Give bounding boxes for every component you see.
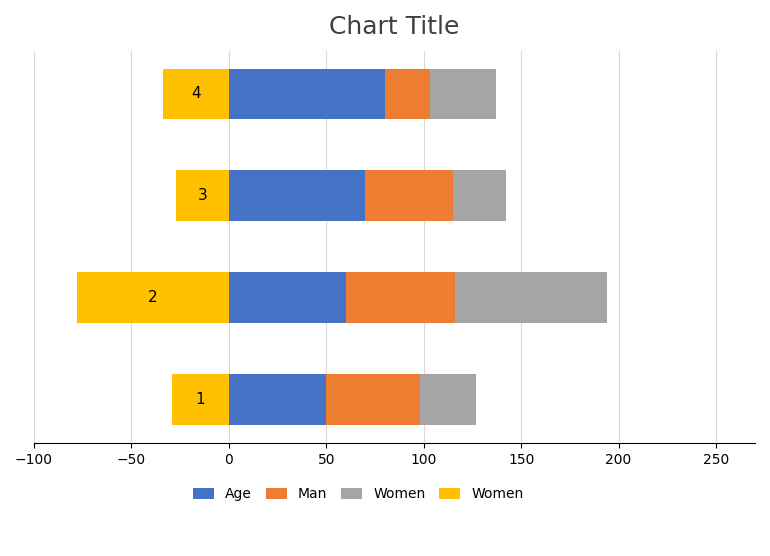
Bar (420, 374, 477, 425)
Bar (172, 374, 229, 425)
Bar (229, 272, 346, 324)
Text: 1: 1 (196, 393, 206, 407)
Bar (385, 68, 430, 120)
Bar (455, 272, 607, 324)
Bar (162, 68, 229, 120)
Bar (77, 272, 229, 324)
Bar (365, 171, 453, 221)
Bar (346, 272, 455, 324)
Legend: Age, Man, Women, Women: Age, Man, Women, Women (188, 481, 529, 507)
Bar (229, 171, 365, 221)
Bar (229, 374, 326, 425)
Bar (453, 171, 506, 221)
Bar (326, 374, 420, 425)
Bar (176, 171, 229, 221)
Title: Chart Title: Chart Title (330, 15, 460, 39)
Text: 2: 2 (148, 290, 158, 305)
Text: 3: 3 (198, 188, 207, 203)
Bar (229, 68, 385, 120)
Bar (430, 68, 496, 120)
Text: 4: 4 (191, 87, 200, 102)
